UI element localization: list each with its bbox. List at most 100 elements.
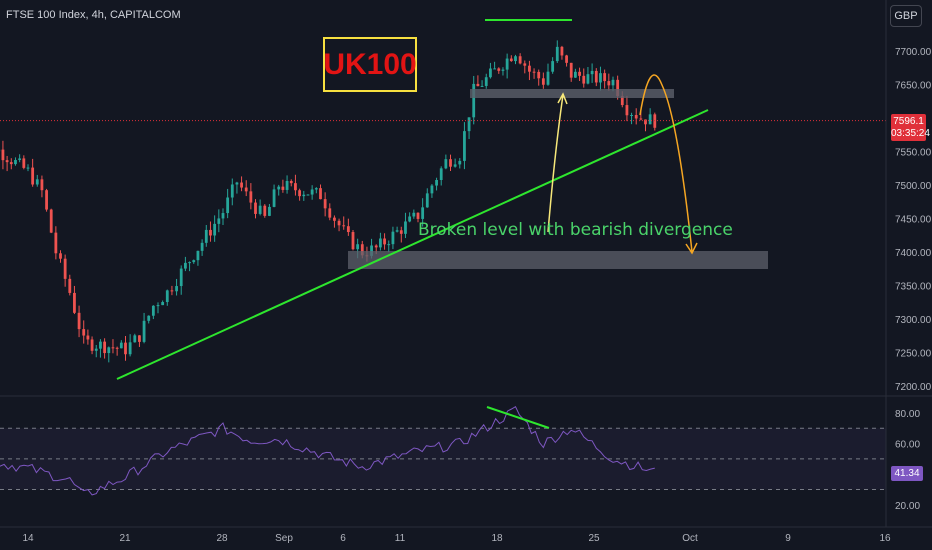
candle-body: [272, 189, 276, 207]
candle-body: [639, 118, 643, 120]
candle-body: [565, 55, 568, 63]
price-axis[interactable]: 7200.00 7250.00 7300.00 7350.00 7400.00 7450.…: [885, 0, 932, 527]
candle-body: [509, 58, 513, 62]
candle-body: [425, 193, 429, 208]
candle-body: [183, 262, 187, 269]
candle-body: [346, 226, 350, 233]
trendline: [116, 109, 709, 380]
candle-body: [73, 292, 76, 313]
candle-body: [1, 149, 5, 161]
candle-body: [395, 230, 399, 232]
candle-body: [484, 77, 488, 86]
candle-body: [5, 160, 9, 163]
candle-body: [489, 68, 492, 78]
candle-body: [9, 162, 13, 165]
time-axis-label: 21: [119, 533, 131, 544]
candle-body: [298, 190, 302, 197]
candle-body: [328, 208, 332, 218]
price-axis-label: 7700.00: [895, 47, 932, 58]
candle-body: [518, 56, 522, 64]
candle-body: [147, 315, 151, 321]
candle-body: [103, 341, 107, 354]
candle-body: [370, 245, 373, 256]
candle-body: [26, 167, 30, 169]
price-axis-label: 7300.00: [895, 315, 932, 326]
currency-button[interactable]: GBP: [890, 5, 922, 27]
last-price-tag: 7596.1 03:35:24: [891, 114, 930, 141]
candle-body: [594, 70, 598, 83]
candle-body: [323, 199, 327, 209]
candle-body: [165, 290, 169, 303]
candle-body: [14, 160, 17, 165]
price-pane[interactable]: [0, 40, 932, 397]
candle-body: [528, 65, 531, 72]
rsi-axis-label: 20.00: [895, 501, 920, 512]
candle-body: [360, 244, 364, 256]
candle-body: [463, 131, 466, 161]
candle-body: [523, 63, 527, 66]
broken-level-zone: [470, 89, 674, 98]
candle-body: [501, 69, 505, 71]
time-axis-label: Oct: [682, 533, 698, 544]
candle-body: [258, 205, 262, 214]
candle-body: [505, 58, 509, 70]
rsi-axis-label: 60.00: [895, 440, 920, 451]
price-axis-label: 7500.00: [895, 181, 932, 192]
candle-body: [119, 342, 123, 349]
drawing-overlay: [116, 19, 768, 380]
candle-body: [546, 71, 550, 85]
price-axis-label: 7400.00: [895, 248, 932, 259]
candle-body: [230, 184, 234, 198]
candle-body: [31, 167, 35, 185]
candle-body: [213, 223, 217, 236]
symbol-label-box: UK100: [323, 37, 417, 92]
candle-body: [603, 73, 607, 82]
candle-body: [573, 71, 577, 78]
candle-body: [128, 342, 132, 355]
candle-body: [54, 232, 58, 254]
price-axis-label: 7650.00: [895, 81, 932, 92]
candle-body: [196, 250, 200, 261]
price-axis-label: 7450.00: [895, 215, 932, 226]
time-axis[interactable]: 14 21 28 Sep 6 11 18 25 Oct 9 16: [0, 526, 932, 544]
candle-body: [319, 188, 322, 200]
candle-body: [156, 305, 160, 307]
candle-body: [179, 268, 183, 287]
candle-body: [497, 68, 501, 71]
price-axis-label: 7200.00: [895, 382, 932, 393]
candle-body: [611, 79, 615, 86]
pullback-arrow: [547, 94, 564, 233]
candle-body: [620, 96, 624, 106]
candle-body: [578, 71, 581, 76]
candle-body: [226, 197, 230, 214]
candle-body: [99, 341, 102, 349]
candle-body: [351, 232, 355, 250]
support-zone: [348, 251, 768, 269]
candle-body: [192, 260, 196, 263]
candle-body: [310, 189, 314, 195]
candle-body: [412, 212, 416, 217]
chart-title: FTSE 100 Index, 4h, CAPITALCOM: [6, 9, 181, 21]
projection-arrow: [639, 74, 693, 253]
candle-body: [138, 335, 141, 342]
price-axis-label: 7550.00: [895, 148, 932, 159]
candle-body: [449, 159, 452, 167]
candle-body: [472, 83, 476, 118]
candle-body: [209, 229, 212, 236]
candle-body: [294, 183, 297, 191]
candle-body: [45, 190, 48, 210]
rsi-pane[interactable]: [0, 405, 886, 496]
candle-body: [107, 347, 111, 354]
candle-body: [204, 229, 208, 243]
candle-body: [416, 212, 420, 219]
candle-body: [648, 114, 652, 125]
candle-body: [532, 71, 536, 73]
candle-body: [314, 188, 318, 190]
candle-body: [607, 81, 611, 86]
candle-body: [49, 209, 53, 233]
candle-body: [644, 119, 647, 125]
candle-body: [404, 221, 407, 234]
candle-body: [142, 320, 146, 342]
